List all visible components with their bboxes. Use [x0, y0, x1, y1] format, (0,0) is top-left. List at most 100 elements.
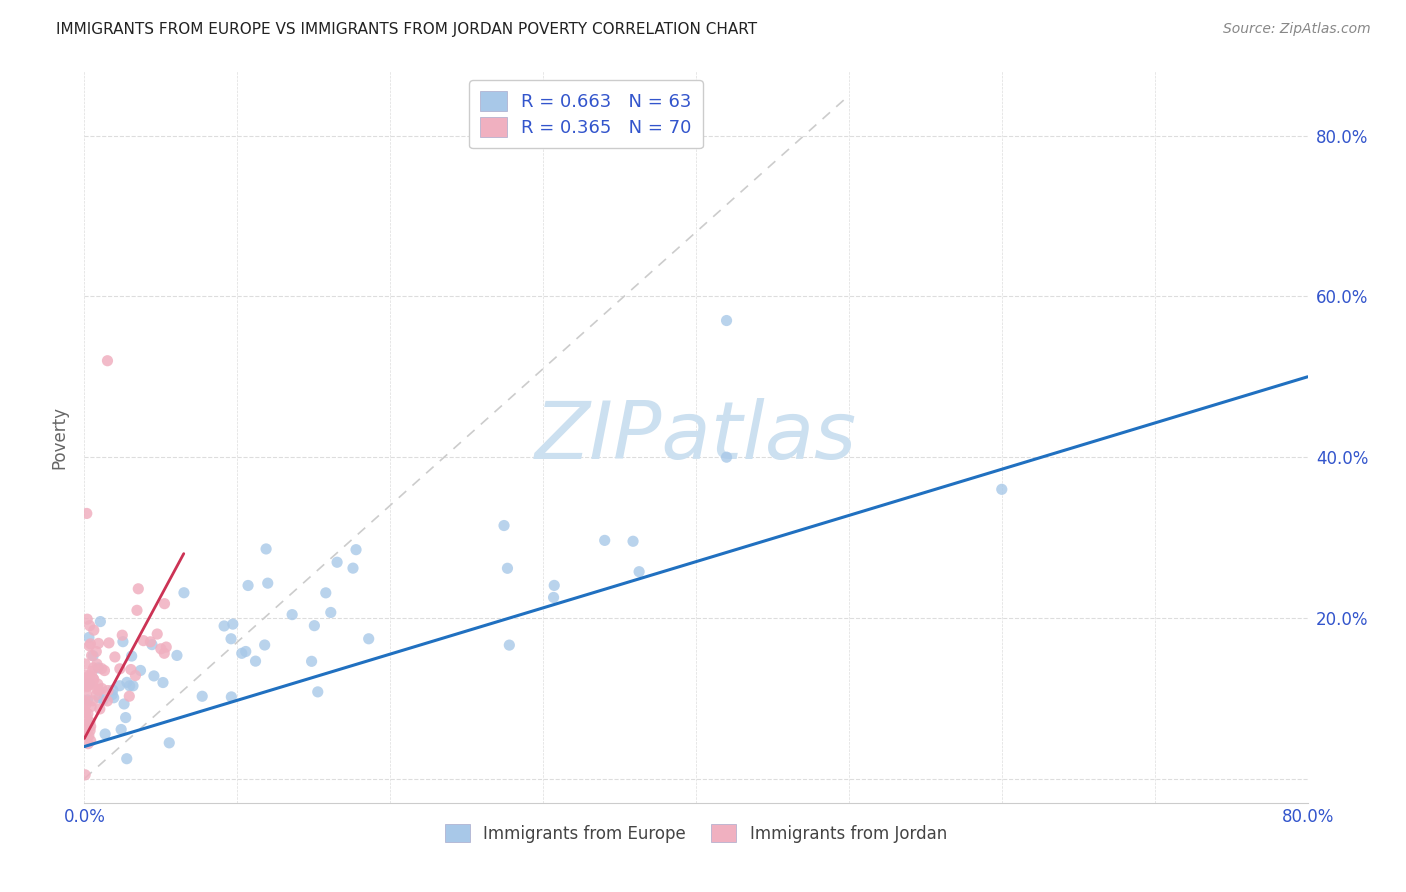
- Point: [122, 679, 145, 693]
- Point: [77, 729, 100, 743]
- Point: [82, 694, 104, 708]
- Point: [111, 634, 134, 648]
- Point: [76, 687, 98, 701]
- Point: [593, 533, 616, 548]
- Point: [94, 727, 117, 741]
- Point: [76, 612, 98, 626]
- Point: [87, 690, 110, 705]
- Point: [991, 483, 1014, 497]
- Point: [108, 662, 131, 676]
- Point: [716, 450, 738, 465]
- Point: [86, 688, 108, 702]
- Point: [93, 664, 115, 678]
- Point: [628, 565, 651, 579]
- Point: [79, 714, 101, 729]
- Point: [86, 682, 108, 697]
- Point: [77, 676, 100, 690]
- Point: [77, 669, 100, 683]
- Point: [80, 699, 103, 714]
- Point: [75, 717, 97, 731]
- Point: [716, 313, 738, 327]
- Point: [77, 631, 100, 645]
- Point: [222, 617, 245, 632]
- Point: [152, 675, 174, 690]
- Point: [307, 685, 329, 699]
- Point: [357, 632, 380, 646]
- Point: [112, 697, 135, 711]
- Point: [80, 677, 103, 691]
- Point: [301, 654, 323, 668]
- Point: [304, 618, 326, 632]
- Point: [139, 635, 162, 649]
- Point: [79, 723, 101, 738]
- Text: IMMIGRANTS FROM EUROPE VS IMMIGRANTS FROM JORDAN POVERTY CORRELATION CHART: IMMIGRANTS FROM EUROPE VS IMMIGRANTS FRO…: [56, 22, 758, 37]
- Point: [89, 615, 111, 629]
- Point: [118, 679, 141, 693]
- Point: [89, 702, 111, 716]
- Point: [110, 723, 132, 737]
- Point: [77, 718, 100, 732]
- Point: [79, 637, 101, 651]
- Point: [101, 688, 124, 702]
- Point: [121, 649, 143, 664]
- Point: [124, 668, 146, 682]
- Point: [75, 706, 97, 720]
- Point: [76, 711, 98, 725]
- Point: [80, 648, 103, 663]
- Point: [281, 607, 304, 622]
- Point: [90, 681, 112, 696]
- Point: [96, 353, 118, 368]
- Point: [125, 603, 148, 617]
- Point: [75, 694, 97, 708]
- Point: [75, 657, 97, 671]
- Point: [543, 578, 565, 592]
- Point: [96, 694, 118, 708]
- Point: [83, 623, 105, 637]
- Point: [83, 673, 105, 687]
- Point: [127, 582, 149, 596]
- Point: [219, 632, 242, 646]
- Point: [93, 692, 115, 706]
- Point: [141, 638, 163, 652]
- Point: [75, 768, 97, 782]
- Point: [326, 555, 349, 569]
- Point: [77, 706, 100, 721]
- Point: [75, 668, 97, 682]
- Point: [153, 597, 176, 611]
- Point: [77, 737, 100, 751]
- Point: [77, 678, 100, 692]
- Point: [84, 644, 107, 658]
- Point: [87, 636, 110, 650]
- Point: [75, 672, 97, 686]
- Point: [253, 638, 276, 652]
- Point: [173, 586, 195, 600]
- Point: [212, 619, 235, 633]
- Legend: Immigrants from Europe, Immigrants from Jordan: Immigrants from Europe, Immigrants from …: [439, 817, 953, 849]
- Point: [132, 633, 155, 648]
- Point: [75, 705, 97, 719]
- Point: [166, 648, 188, 663]
- Point: [342, 561, 364, 575]
- Point: [245, 654, 267, 668]
- Point: [103, 690, 125, 705]
- Point: [191, 690, 214, 704]
- Point: [221, 690, 243, 704]
- Point: [236, 578, 259, 592]
- Point: [319, 606, 342, 620]
- Point: [87, 683, 110, 698]
- Point: [79, 673, 101, 688]
- Point: [344, 542, 367, 557]
- Point: [75, 718, 97, 732]
- Point: [77, 639, 100, 653]
- Point: [86, 657, 108, 671]
- Point: [75, 678, 97, 692]
- Point: [111, 628, 134, 642]
- Point: [492, 518, 515, 533]
- Point: [621, 534, 644, 549]
- Point: [129, 664, 152, 678]
- Point: [87, 661, 110, 675]
- Point: [79, 719, 101, 733]
- Point: [115, 675, 138, 690]
- Point: [97, 683, 120, 698]
- Point: [76, 507, 98, 521]
